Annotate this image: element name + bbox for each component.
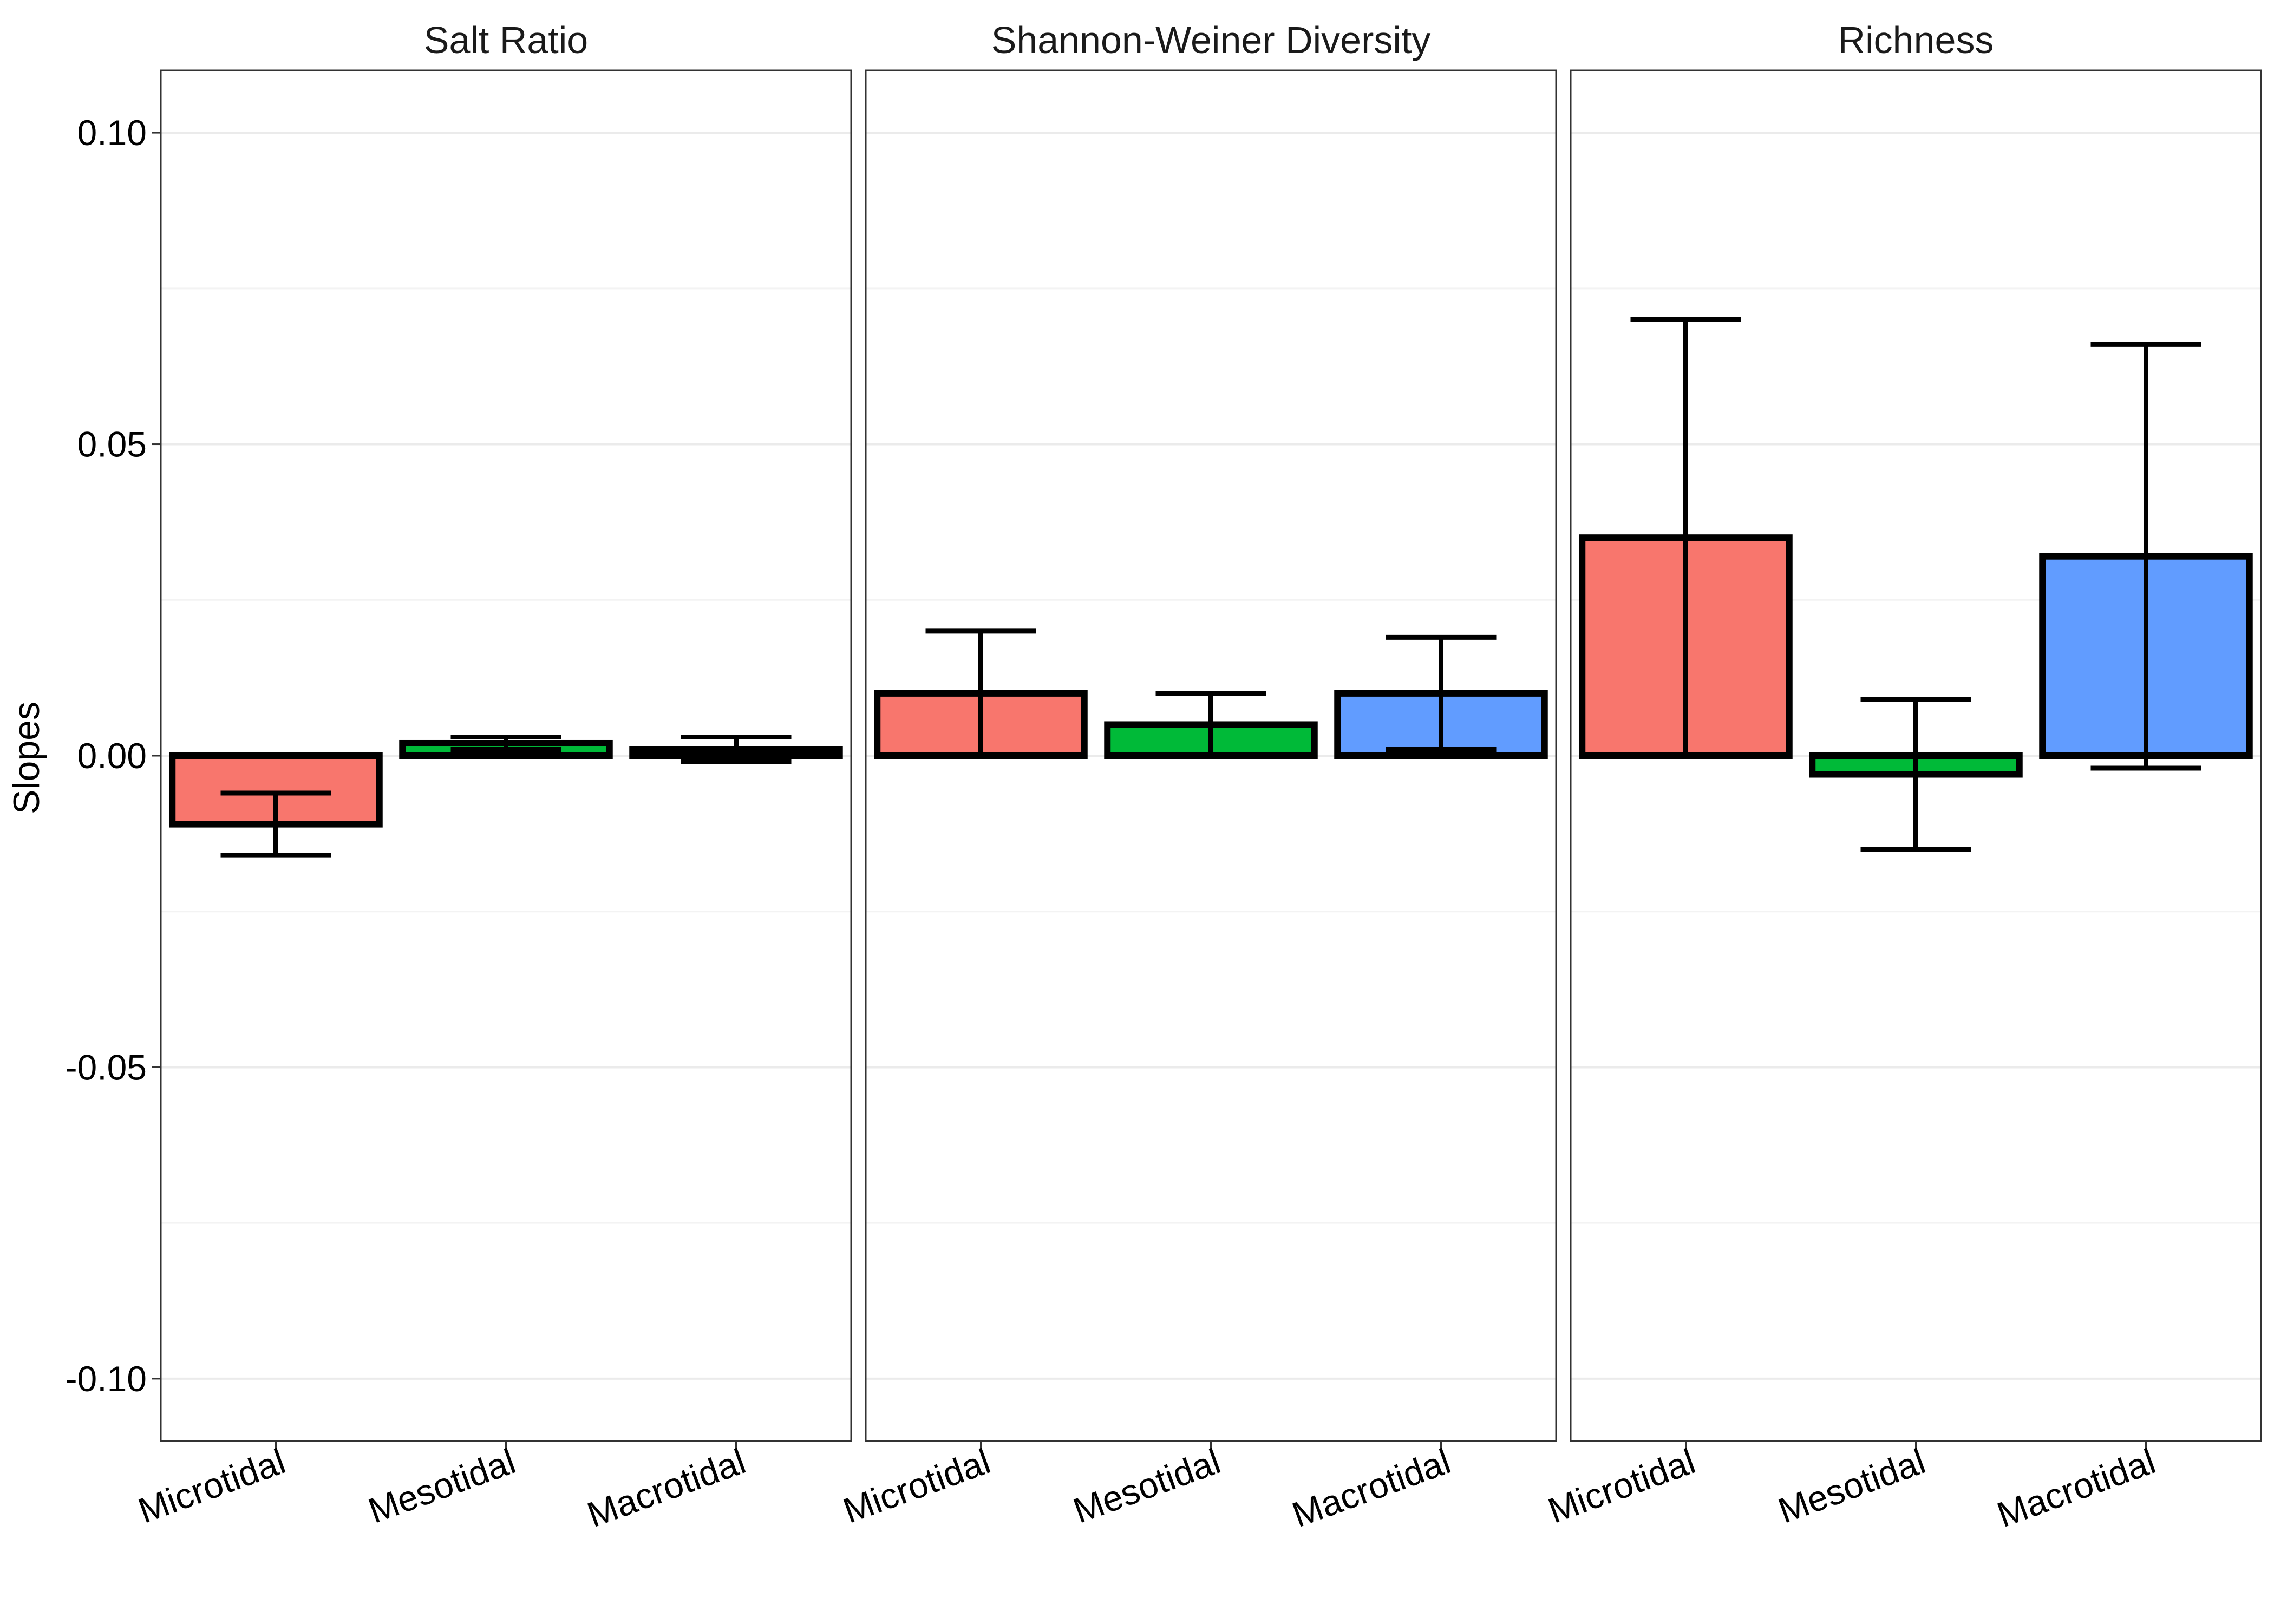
- x-tick-label: Mesotidal: [363, 1441, 521, 1531]
- facet-title: Shannon-Weiner Diversity: [991, 19, 1431, 61]
- panel-border: [865, 69, 1557, 1442]
- x-tick-label: Microtidal: [1543, 1441, 1701, 1531]
- x-tick-label: Macrotidal: [582, 1441, 750, 1535]
- facet-panel: Richness Microtidal Mesotidal Macrotidal: [1543, 19, 2262, 1535]
- facet-panels: -0.10 -0.05 0.00 0.05 0.10 Salt Ratio Microtid…: [66, 19, 2262, 1535]
- facet-panel: Salt Ratio Microtidal Mesotidal Macrotidal: [133, 19, 852, 1535]
- y-tick-label: -0.10: [66, 1359, 147, 1399]
- panel-border: [1570, 69, 2262, 1442]
- y-tick-label: 0.05: [77, 424, 147, 464]
- panel-border: [160, 69, 852, 1442]
- facet-panel: Shannon-Weiner Diversity Microtidal Mesoti…: [838, 19, 1557, 1535]
- y-tick-label: -0.05: [66, 1047, 147, 1087]
- x-tick-label: Microtidal: [133, 1441, 291, 1531]
- x-tick-label: Macrotidal: [1287, 1441, 1455, 1535]
- x-tick-label: Mesotidal: [1773, 1441, 1931, 1531]
- x-tick-label: Mesotidal: [1068, 1441, 1226, 1531]
- y-tick-label: 0.00: [77, 736, 147, 776]
- x-tick-label: Macrotidal: [1992, 1441, 2160, 1535]
- facet-title: Salt Ratio: [424, 19, 588, 61]
- facet-title: Richness: [1838, 19, 1994, 61]
- y-axis-title: Slopes: [6, 702, 47, 814]
- x-tick-label: Microtidal: [838, 1441, 996, 1531]
- y-tick-label: 0.10: [77, 113, 147, 153]
